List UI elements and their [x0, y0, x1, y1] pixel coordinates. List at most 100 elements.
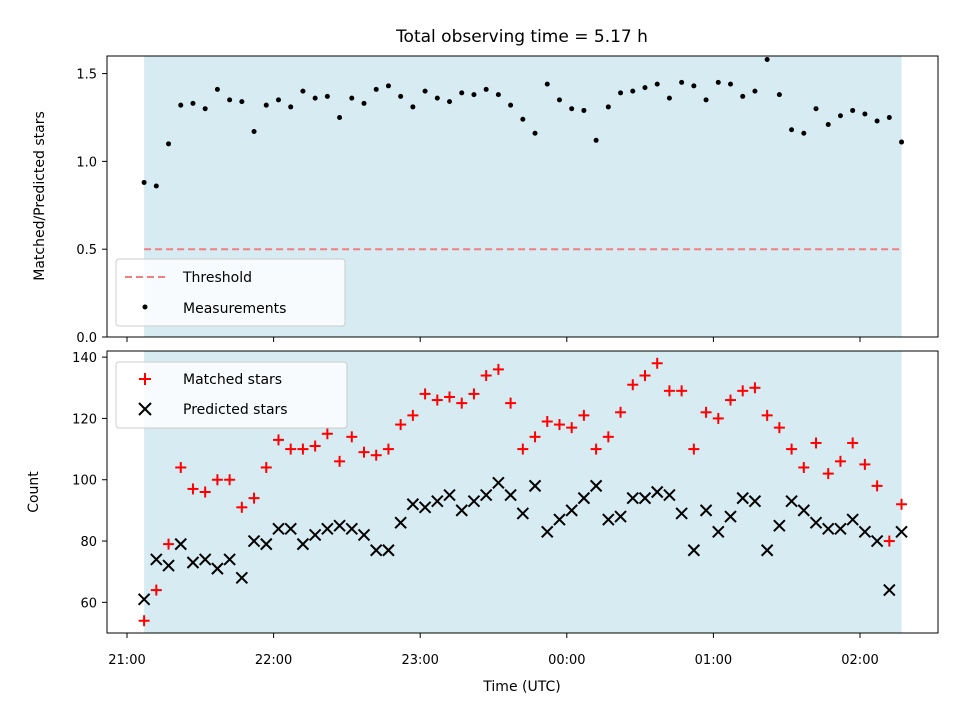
top-panel: 0.0 0.5 1.0 1.5 Matched/Predicted stars Thr…: [32, 55, 939, 346]
top-y-tick-label: 0.0: [76, 331, 97, 346]
matched-star-point: [602, 431, 614, 443]
top-y-axis: 0.0 0.5 1.0 1.5: [76, 68, 107, 346]
x-axis-label: Time (UTC): [482, 679, 560, 695]
predicted-star-point: [748, 494, 762, 508]
top-y-tick-label: 1.0: [76, 155, 97, 170]
predicted-star-point: [797, 504, 811, 517]
matched-star-point: [431, 394, 443, 406]
predicted-stars-layer: [137, 476, 908, 606]
matched-star-point: [566, 422, 578, 434]
predicted-star-point: [773, 519, 786, 532]
predicted-star-point: [516, 507, 530, 520]
predicted-star-point: [333, 519, 346, 532]
matched-star-point: [260, 461, 272, 473]
predicted-star-point: [370, 544, 383, 557]
matched-star-point: [248, 492, 260, 504]
predicted-star-point: [760, 544, 774, 557]
matched-stars-layer: [138, 357, 908, 627]
measurement-point: [752, 88, 758, 94]
predicted-star-point: [675, 507, 688, 520]
threshold-legend-label: Threshold: [182, 270, 252, 286]
measurement-point: [691, 83, 697, 89]
bottom-y-axis-label: Count: [26, 471, 42, 513]
top-y-tick-label: 0.5: [76, 243, 97, 258]
matched-star-point: [395, 419, 407, 431]
measurement-point: [642, 85, 648, 91]
matched-star-point: [163, 538, 175, 550]
matched-star-point: [199, 486, 211, 498]
top-y-axis-label: Matched/Predicted stars: [32, 111, 48, 281]
predicted-star-point: [223, 553, 236, 566]
matched-star-point: [859, 458, 871, 470]
predicted-star-point: [345, 522, 358, 535]
measurements-legend-label: Measurements: [183, 301, 286, 317]
measurement-point: [385, 83, 391, 89]
predicted-star-point: [602, 513, 615, 526]
measurement-point: [190, 100, 196, 106]
top-legend-box: [115, 258, 346, 327]
measurement-point: [288, 104, 294, 110]
measurement-point: [422, 88, 428, 94]
predicted-star-point: [174, 537, 187, 551]
predicted-star-point: [272, 522, 285, 535]
predicted-star-point: [382, 544, 395, 557]
matched-star-point: [847, 437, 859, 449]
matched-star-point: [590, 443, 602, 455]
bottom-legend-box: [115, 361, 348, 429]
bottom-y-tick-label: 120: [72, 412, 97, 427]
matched-star-point: [761, 409, 773, 421]
matched-star-point: [615, 406, 627, 418]
measurement-point: [850, 107, 856, 113]
matched-star-point: [786, 443, 798, 455]
predicted-legend-swatch: [138, 402, 152, 416]
bottom-y-tick-label: 60: [80, 596, 97, 611]
predicted-star-point: [638, 491, 652, 505]
measurement-point: [263, 102, 269, 108]
measurement-point: [483, 86, 489, 92]
bottom-plot-frame: [106, 350, 939, 634]
matched-legend-label: Matched stars: [183, 372, 282, 388]
predicted-star-point: [883, 583, 896, 597]
matched-star-point: [334, 455, 346, 467]
predicted-star-point: [809, 516, 823, 529]
measurement-point: [728, 81, 734, 87]
top-x-ticks: [126, 337, 861, 342]
measurement-point: [764, 57, 770, 63]
matched-star-point: [700, 406, 712, 418]
matched-star-point: [676, 385, 688, 397]
predicted-star-point: [565, 504, 578, 517]
matched-star-point: [150, 584, 162, 596]
predicted-star-point: [834, 522, 847, 535]
matched-star-point: [712, 412, 724, 424]
predicted-star-point: [528, 479, 542, 493]
bottom-y-tick-label: 140: [72, 351, 97, 366]
measurement-point: [227, 97, 233, 103]
matched-star-point: [236, 501, 248, 513]
predicted-star-point: [321, 522, 334, 535]
predicted-star-point: [247, 534, 261, 548]
measurement-point: [349, 95, 355, 101]
measurement-point: [471, 92, 477, 98]
predicted-star-point: [870, 534, 884, 548]
predicted-star-point: [186, 556, 200, 569]
matched-star-point: [321, 428, 333, 440]
predicted-star-point: [687, 544, 701, 557]
measurement-point: [153, 183, 159, 189]
measurement-point: [703, 97, 709, 103]
top-plot-frame: [106, 55, 939, 338]
matched-star-point: [749, 382, 761, 394]
top-legend: Threshold Measurements: [115, 258, 346, 327]
measurement-point: [801, 130, 807, 136]
matched-star-point: [639, 370, 651, 382]
matched-star-point: [309, 440, 321, 452]
matched-star-point: [834, 455, 846, 467]
x-tick-label: 23:00: [401, 653, 438, 668]
predicted-star-point: [626, 491, 639, 505]
predicted-star-point: [589, 479, 603, 493]
matched-star-point: [896, 498, 908, 510]
measurement-point: [324, 93, 330, 99]
predicted-star-point: [822, 522, 835, 535]
measurement-point: [520, 116, 526, 122]
predicted-star-point: [895, 525, 908, 539]
